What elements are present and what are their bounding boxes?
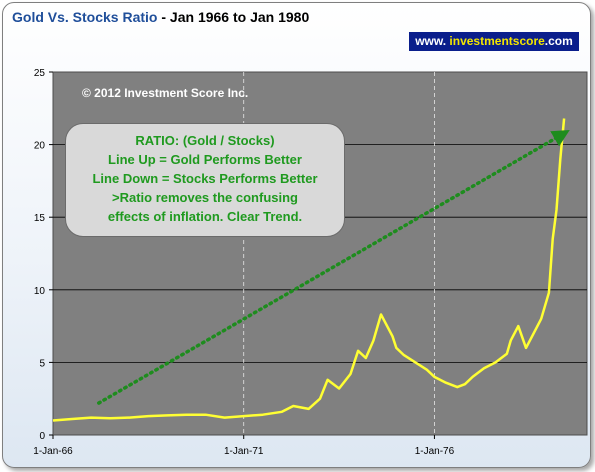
y-tick-label: 15 [34, 213, 46, 224]
copyright-text: © 2012 Investment Score Inc. [82, 86, 249, 100]
info-line-4: >Ratio removes the confusing [111, 190, 298, 205]
trend-arrow [97, 130, 570, 405]
website-highlight: investmentscore [449, 34, 545, 48]
ratio-info-box: RATIO: (Gold / Stocks) Line Up = Gold Pe… [65, 123, 345, 237]
y-tick-label: 5 [39, 358, 45, 369]
annotation-layer [97, 130, 570, 405]
info-line-3: Line Down = Stocks Performs Better [92, 171, 318, 186]
website-prefix: www. [415, 34, 450, 48]
y-tick-label: 25 [34, 68, 46, 79]
series-layer [52, 118, 566, 422]
info-line-1: RATIO: (Gold / Stocks) [135, 133, 275, 148]
website-badge[interactable]: www. investmentscore.com [409, 32, 579, 51]
y-tick-label: 0 [39, 431, 45, 442]
x-tick-label: 1-Jan-76 [415, 446, 455, 457]
x-tick-label: 1-Jan-71 [224, 446, 264, 457]
info-line-5: effects of inflation. Clear Trend. [107, 209, 303, 224]
website-suffix: .com [544, 34, 573, 48]
axis-layer: 0 5 10 15 20 25 1-Jan-66 1-Jan-71 1-Jan-76 [33, 68, 454, 457]
x-tick-label: 1-Jan-66 [33, 446, 73, 457]
y-tick-label: 20 [34, 141, 46, 152]
chart-title: Gold Vs. Stocks Ratio - Jan 1966 to Jan … [12, 9, 309, 25]
chart-title-main: Gold Vs. Stocks Ratio [12, 9, 158, 25]
series-line [52, 118, 566, 422]
chart-title-range: - Jan 1966 to Jan 1980 [161, 9, 310, 25]
info-line-2: Line Up = Gold Performs Better [108, 152, 302, 167]
y-tick-label: 10 [34, 286, 46, 297]
